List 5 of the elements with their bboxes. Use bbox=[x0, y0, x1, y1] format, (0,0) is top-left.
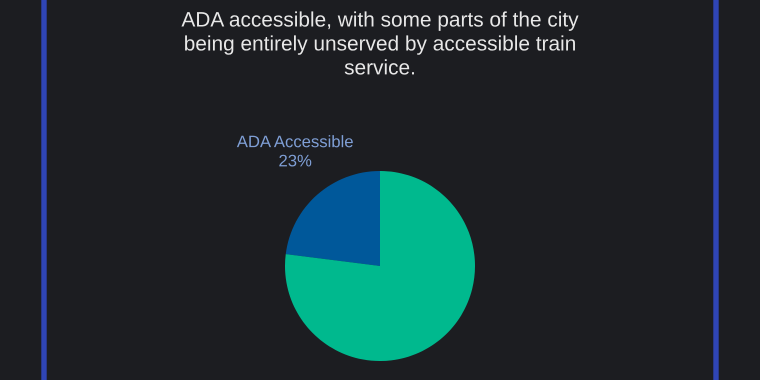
slice-label: ADA Accessible bbox=[236, 135, 353, 148]
data-label: 23% bbox=[279, 154, 312, 167]
pie-slice bbox=[285, 171, 475, 361]
chart-title: ADA accessible, with some parts of the city being entirely unserved by accessible train service. bbox=[181, 11, 579, 75]
pie-slice bbox=[286, 171, 380, 266]
